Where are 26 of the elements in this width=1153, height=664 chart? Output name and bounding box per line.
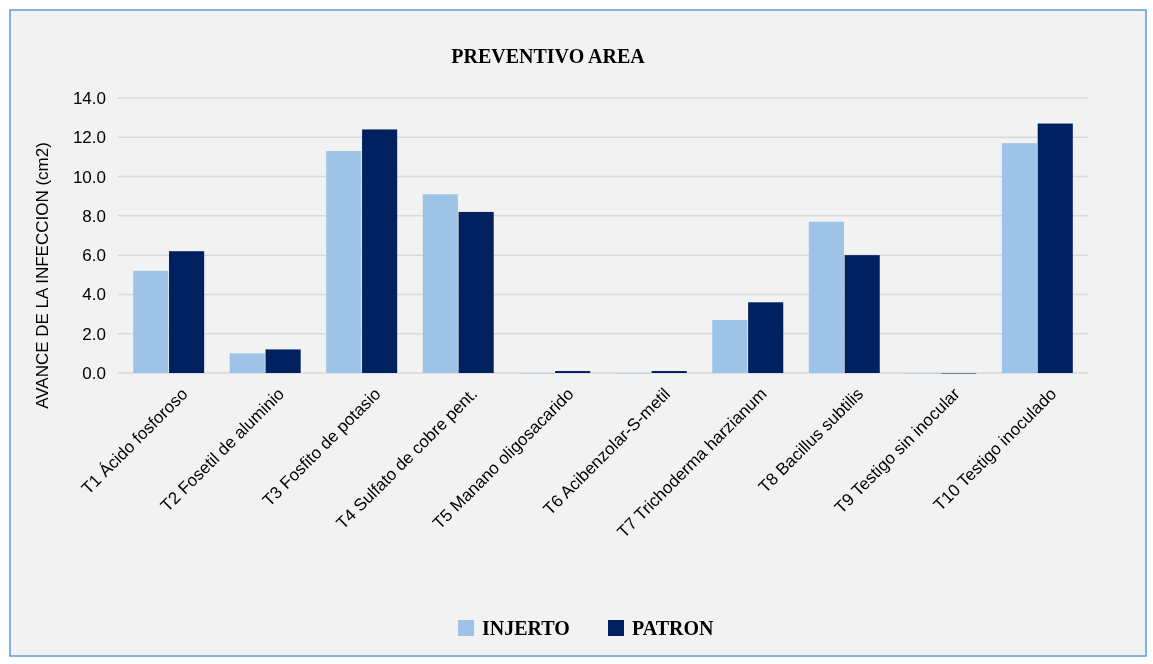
y-tick-label: 14.0 — [72, 88, 106, 108]
y-tick-label: 8.0 — [82, 206, 106, 226]
bar — [229, 353, 265, 373]
y-tick-label: 0.0 — [82, 363, 106, 383]
chart-title: PREVENTIVO AREA — [451, 45, 646, 67]
legend-label: INJERTO — [482, 617, 570, 639]
bar — [808, 221, 844, 373]
bar — [362, 129, 398, 373]
y-tick-label: 12.0 — [72, 128, 106, 148]
bar — [169, 251, 205, 373]
bar — [458, 211, 494, 373]
y-tick-label: 4.0 — [82, 285, 106, 305]
bar — [844, 255, 880, 373]
y-tick-label: 10.0 — [72, 167, 106, 187]
y-axis-title: AVANCE DE LA INFECCION (cm2) — [33, 142, 52, 409]
bar — [1001, 143, 1037, 373]
bar — [422, 194, 458, 373]
bar — [748, 302, 784, 373]
bar — [265, 349, 301, 373]
bar — [1037, 123, 1073, 373]
y-tick-label: 6.0 — [82, 246, 106, 266]
bar — [133, 270, 169, 373]
legend-label: PATRON — [632, 617, 715, 639]
bar — [712, 319, 748, 373]
y-tick-label: 2.0 — [82, 324, 106, 344]
bar — [326, 151, 362, 373]
